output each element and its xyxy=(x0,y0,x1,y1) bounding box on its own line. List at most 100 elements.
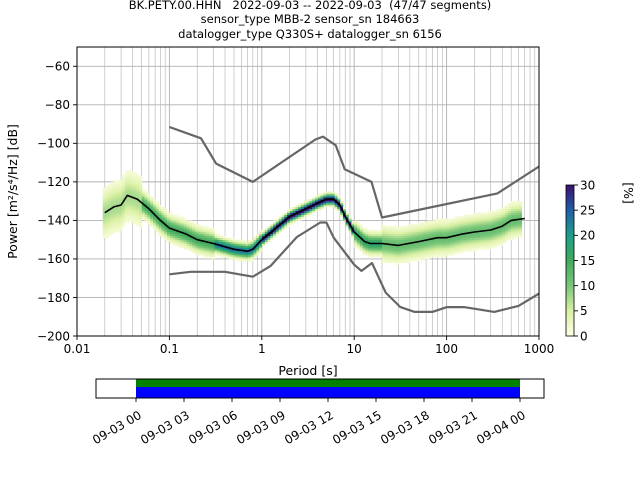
heatmap-cell xyxy=(437,251,442,254)
heatmap-cell xyxy=(298,218,302,221)
heatmap-cell xyxy=(463,218,467,221)
heatmap-cell xyxy=(133,220,137,223)
heatmap-cell xyxy=(490,231,495,235)
heatmap-cell xyxy=(516,220,520,223)
heatmap-cell xyxy=(225,247,229,250)
heatmap-cell xyxy=(351,226,355,229)
heatmap-cell xyxy=(284,224,288,227)
heatmap-cell xyxy=(161,231,165,235)
heatmap-cell xyxy=(144,206,148,210)
heatmap-cell xyxy=(513,206,517,210)
heatmap-cell xyxy=(231,251,235,254)
heatmap-cell xyxy=(421,243,425,246)
heatmap-cell xyxy=(496,243,500,246)
heatmap-cell xyxy=(460,241,464,244)
heatmap-cell xyxy=(116,230,120,233)
heatmap-cell xyxy=(423,245,428,248)
heatmap-cell xyxy=(139,222,143,225)
heatmap-cell xyxy=(206,237,210,240)
heatmap-cell xyxy=(206,247,210,250)
heatmap-cell xyxy=(298,203,302,206)
heatmap-cell xyxy=(206,239,210,242)
timeline-tick-label: 09-03 12 xyxy=(282,408,336,447)
heatmap-cell xyxy=(122,189,126,192)
heatmap-cell xyxy=(426,245,430,248)
heatmap-cell xyxy=(426,241,430,244)
heatmap-cell xyxy=(312,208,316,212)
heatmap-cell xyxy=(387,255,391,258)
heatmap-cell xyxy=(192,243,196,246)
heatmap-cell xyxy=(323,197,327,200)
heatmap-cell xyxy=(275,231,280,235)
heatmap-cell xyxy=(287,220,291,223)
heatmap-cell xyxy=(113,185,118,188)
heatmap-cell xyxy=(482,233,486,237)
y-tick-label: −60 xyxy=(45,60,70,74)
heatmap-cell xyxy=(183,224,187,227)
heatmap-cell xyxy=(396,253,400,256)
heatmap-cell xyxy=(457,218,461,221)
heatmap-cell xyxy=(477,220,481,223)
heatmap-cell xyxy=(234,255,238,258)
heatmap-cell xyxy=(133,216,137,219)
heatmap-cell xyxy=(267,230,271,233)
heatmap-cell xyxy=(164,228,168,231)
heatmap-cell xyxy=(390,230,394,233)
heatmap-cell xyxy=(228,241,232,244)
heatmap-cell xyxy=(309,210,313,213)
heatmap-cell xyxy=(513,212,517,215)
heatmap-cell xyxy=(259,247,263,250)
noise-model-nhnm xyxy=(169,125,539,219)
heatmap-cell xyxy=(136,176,140,179)
heatmap-cell xyxy=(384,255,388,258)
heatmap-cell xyxy=(122,197,126,200)
heatmap-cell xyxy=(449,222,453,225)
heatmap-cell xyxy=(136,191,140,194)
heatmap-cell xyxy=(169,235,173,239)
heatmap-cell xyxy=(127,181,131,185)
heatmap-cell xyxy=(513,208,517,212)
heatmap-cell xyxy=(412,239,416,242)
heatmap-cell xyxy=(242,251,246,254)
heatmap-cell xyxy=(139,216,143,219)
heatmap-cell xyxy=(382,245,386,248)
heatmap-cell xyxy=(359,239,363,242)
heatmap-cell xyxy=(356,247,361,250)
heatmap-cell xyxy=(465,245,469,248)
heatmap-cell xyxy=(451,228,455,231)
heatmap-cell xyxy=(351,233,355,237)
heatmap-cell xyxy=(127,178,131,181)
heatmap-cell xyxy=(390,235,394,239)
heatmap-cell xyxy=(136,220,140,223)
heatmap-cell xyxy=(161,216,165,219)
heatmap-cell xyxy=(225,251,229,254)
heatmap-cell xyxy=(401,241,405,244)
heatmap-cell xyxy=(261,241,266,244)
heatmap-cell xyxy=(451,230,455,233)
heatmap-cell xyxy=(317,193,321,196)
heatmap-cell xyxy=(359,231,363,235)
heatmap-cell xyxy=(155,230,159,233)
heatmap-cell xyxy=(482,245,486,248)
heatmap-cell xyxy=(125,210,129,213)
heatmap-cell xyxy=(220,253,224,256)
heatmap-cell xyxy=(259,231,263,235)
heatmap-cell xyxy=(105,235,109,239)
heatmap-cell xyxy=(443,231,447,235)
heatmap-cell xyxy=(147,201,151,204)
heatmap-cell xyxy=(513,233,517,237)
heatmap-cell xyxy=(172,233,176,237)
heatmap-cell xyxy=(228,255,232,258)
heatmap-cell xyxy=(158,206,162,210)
heatmap-cell xyxy=(362,233,366,237)
heatmap-cell xyxy=(155,206,159,210)
heatmap-cell xyxy=(130,174,134,177)
heatmap-cell xyxy=(331,203,335,206)
heatmap-cell xyxy=(225,241,229,244)
heatmap-cell xyxy=(326,204,330,208)
heatmap-cell xyxy=(108,212,112,215)
heatmap-cell xyxy=(426,255,430,258)
heatmap-cell xyxy=(161,208,165,212)
heatmap-cell xyxy=(105,220,109,223)
heatmap-cell xyxy=(102,224,106,227)
